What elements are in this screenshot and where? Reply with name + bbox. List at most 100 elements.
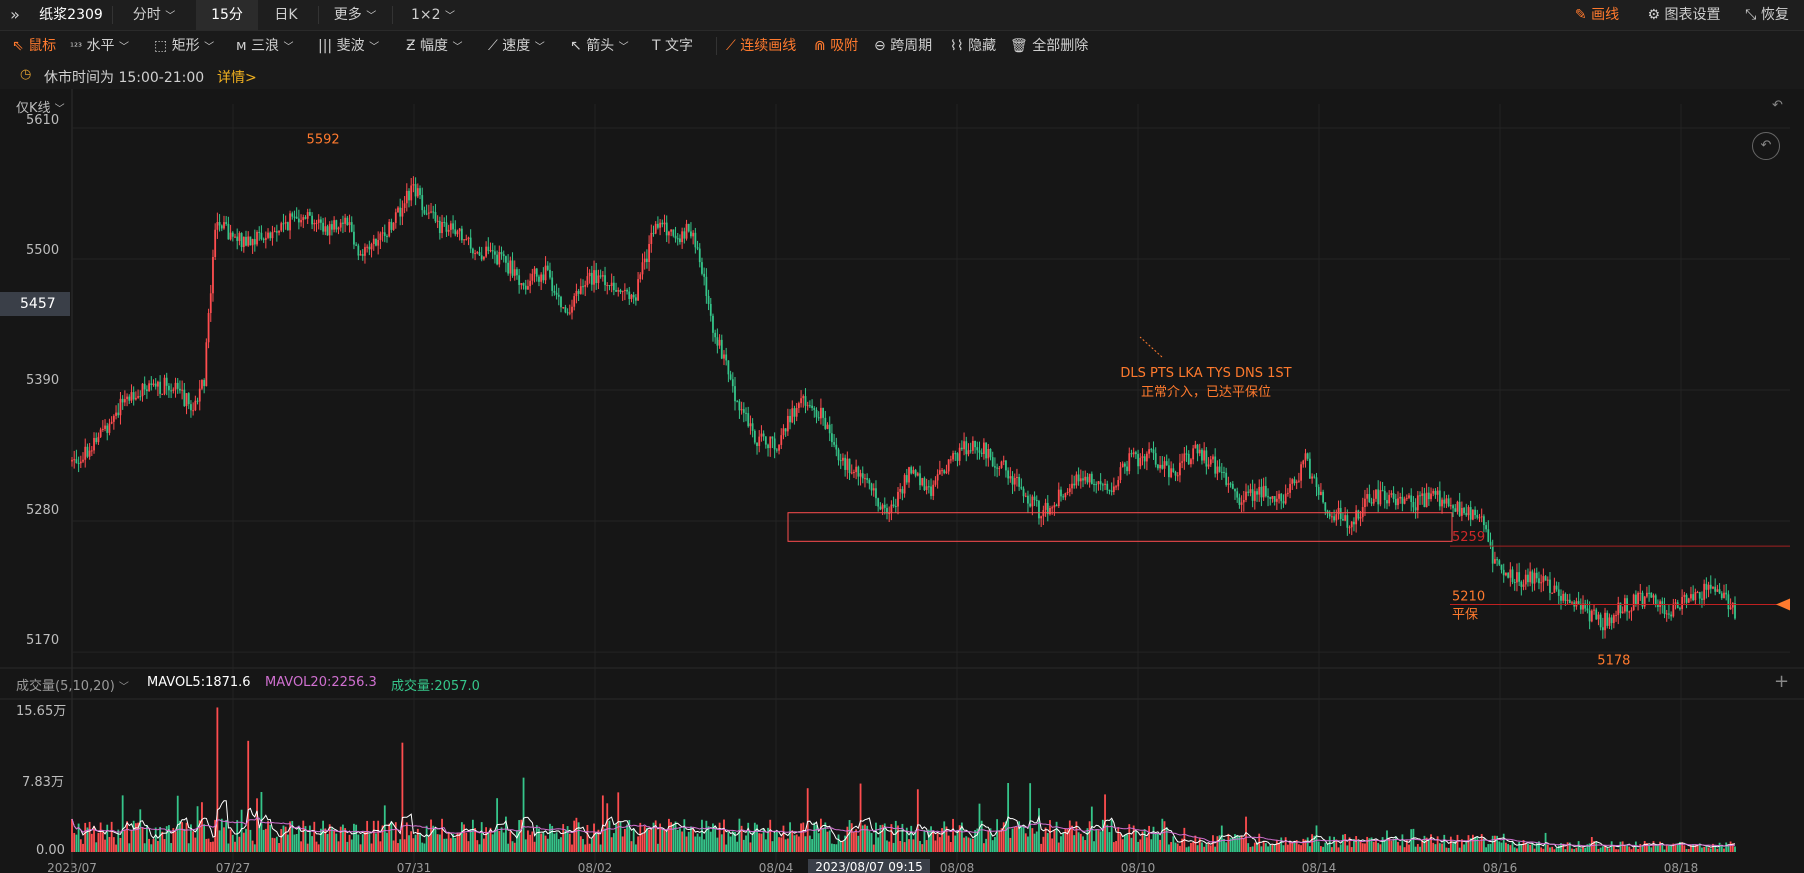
candle [1057, 482, 1060, 508]
candle [842, 453, 844, 466]
candle [643, 251, 646, 270]
volume-bar [342, 824, 344, 852]
volume-bar [1414, 846, 1417, 852]
draw-line-button[interactable]: ✎ 画线 [1574, 7, 1620, 23]
tool-arrow[interactable]: ↖ 箭头 ﹀ [570, 38, 629, 54]
candle [245, 230, 247, 247]
candle [1234, 488, 1236, 500]
volume-bar [348, 834, 351, 852]
candle [943, 469, 946, 475]
volume-bar [910, 825, 913, 852]
volume-bar [859, 783, 862, 852]
volume-bar [1229, 838, 1232, 852]
tab-15min[interactable]: 15分 [196, 0, 258, 30]
undo-icon[interactable]: ↶ [1772, 98, 1783, 113]
volume-title[interactable]: 成交量(5,10,20) ﹀ [16, 679, 129, 694]
volume-bar [982, 843, 985, 852]
volume-bar [1478, 840, 1481, 852]
volume-bar [434, 828, 437, 852]
candle [529, 273, 532, 294]
restore-button[interactable]: ⤡ 恢复 [1745, 7, 1789, 23]
symbol-title[interactable]: 纸浆2309 [39, 7, 103, 23]
volume-bar [905, 827, 908, 852]
volume-bar [1049, 820, 1051, 852]
tool-cursor[interactable]: ⇖ 鼠标 [12, 38, 57, 54]
candle [1005, 460, 1007, 478]
kline-mode-select[interactable]: 仅K线 ﹀ [16, 101, 65, 116]
volume-bar [1053, 830, 1056, 852]
tool-three-wave[interactable]: ᴍ 三浪 ﹀ [236, 38, 294, 54]
volume-bar [408, 835, 410, 852]
tab-intraday[interactable]: 分时 ﹀ [132, 7, 176, 23]
candle [784, 428, 787, 437]
volume-bar [1723, 848, 1725, 852]
volume-bar [701, 819, 703, 852]
volume-bar [1403, 847, 1406, 852]
candle [522, 282, 525, 290]
reset-view-icon[interactable]: ↶ [1752, 132, 1780, 160]
candle [1293, 476, 1296, 486]
candle [1214, 448, 1217, 478]
volume-bar [1623, 845, 1626, 852]
candle [117, 403, 120, 418]
tool-hide[interactable]: ⌇⌇ 隐藏 [950, 38, 997, 54]
chart-area[interactable]: 2023/07 07/27 07/31 08/02 08/04 08/08 08/10 08/… [0, 89, 1804, 873]
tool-rectangle[interactable]: ⬚ 矩形 ﹀ [154, 38, 215, 54]
add-indicator-icon[interactable]: + [1774, 671, 1790, 692]
candle [958, 443, 961, 466]
volume-bar [1364, 843, 1366, 852]
tool-amplitude[interactable]: Ƶ 幅度 ﹀ [406, 38, 463, 54]
candle [1375, 489, 1377, 502]
tool-cross-period[interactable]: ⊖ 跨周期 [874, 38, 933, 54]
volume-bar [597, 829, 600, 852]
candle [1154, 447, 1157, 468]
candle [1161, 456, 1164, 470]
volume-bar [1694, 844, 1697, 852]
drawing-toolbar: ⇖ 鼠标 ¹²³ 水平 ﹀ ⬚ 矩形 ﹀ ᴍ 三浪 ﹀ ||| 斐波 ﹀ Ƶ 幅… [0, 31, 1804, 61]
layout-select[interactable]: 1×2 ﹀ [411, 7, 455, 23]
candle [110, 416, 113, 425]
candle [205, 338, 208, 387]
volume-bar [1328, 836, 1331, 852]
tool-continuous-line[interactable]: ⟋ 连续画线 [726, 38, 797, 54]
candle [126, 393, 128, 407]
candle [300, 214, 302, 227]
volume-bar [1062, 832, 1065, 852]
candle [1231, 481, 1234, 490]
volume-bar [242, 832, 245, 852]
candle [850, 464, 853, 475]
volume-bar [218, 830, 221, 852]
volume-bar [1150, 839, 1153, 852]
tab-daily[interactable]: 日K [274, 7, 298, 23]
tool-delete-all[interactable]: 🗑 全部删除 [1010, 38, 1089, 54]
tool-speed[interactable]: ⟋ 速度 ﹀ [488, 38, 545, 54]
expand-icon[interactable]: » [10, 5, 20, 24]
tool-fibonacci[interactable]: ||| 斐波 ﹀ [318, 38, 380, 54]
volume-bar [388, 823, 391, 852]
low-label: 5178 [1597, 654, 1630, 669]
candle [634, 294, 637, 306]
candle [1665, 609, 1668, 622]
candle [527, 279, 529, 290]
volume-bar [857, 835, 860, 852]
tool-text[interactable]: T 文字 [652, 38, 694, 54]
volume-bar [258, 827, 261, 852]
notice-details-link[interactable]: 详情> [217, 70, 257, 86]
tab-more[interactable]: 更多 ﹀ [333, 7, 377, 23]
volume-label: 成交量:2057.0 [391, 679, 480, 694]
candle [1176, 472, 1179, 482]
volume-bar [1280, 837, 1283, 852]
volume-bar [284, 826, 287, 852]
candle [1077, 467, 1080, 486]
volume-bar [88, 821, 91, 852]
candle [1628, 610, 1631, 619]
tool-magnet[interactable]: ⋒ 吸附 [814, 38, 859, 54]
candle [1720, 591, 1723, 600]
volume-bar [720, 834, 723, 852]
tool-horizontal[interactable]: ¹²³ 水平 ﹀ [70, 38, 129, 54]
volume-bar [665, 831, 668, 852]
candle [474, 249, 476, 261]
candle [196, 397, 199, 405]
volume-bar [357, 834, 360, 852]
chart-settings-button[interactable]: ⚙ 图表设置 [1647, 7, 1721, 23]
